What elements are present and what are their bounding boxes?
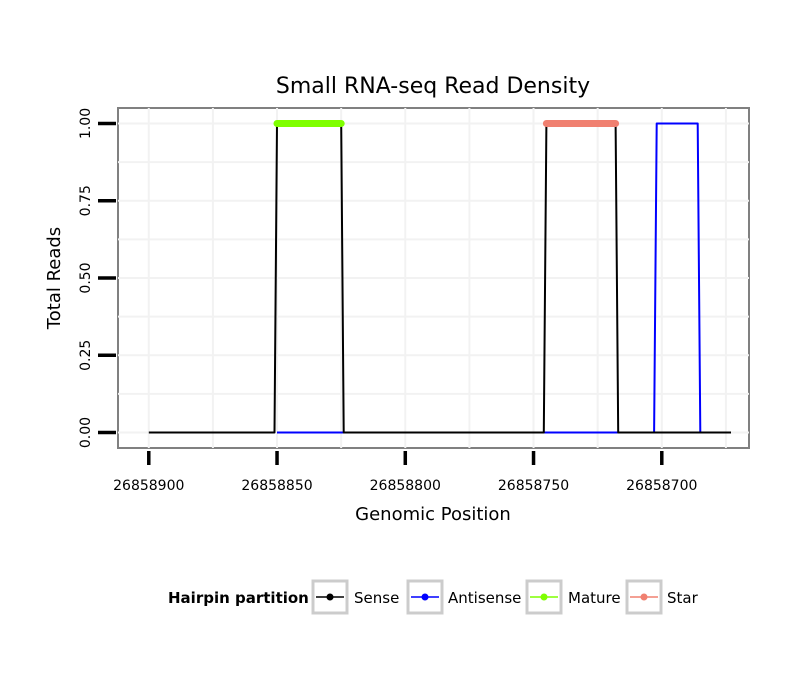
y-tick-label: 0.25 [78, 340, 94, 371]
y-axis: 0.00 0.25 0.50 0.75 1.00 [78, 108, 116, 448]
legend-key-point [421, 593, 429, 601]
legend-label-mature: Mature [568, 589, 621, 607]
legend-item-mature: Mature [525, 579, 621, 615]
x-tick-label: 26858850 [241, 478, 312, 494]
legend-item-antisense: Antisense [406, 579, 521, 615]
legend-item-sense: Sense [311, 579, 399, 615]
x-tick-label: 26858900 [113, 478, 184, 494]
y-axis-title: Total Reads [44, 227, 65, 330]
chart-title: Small RNA-seq Read Density [276, 74, 590, 99]
legend: Hairpin partition Sense Antisense Mature St… [168, 579, 699, 615]
x-axis-title: Genomic Position [355, 504, 511, 525]
series-layer [148, 120, 731, 434]
legend-key-point [326, 593, 334, 601]
grid-lines [118, 108, 749, 448]
legend-label-star: Star [667, 589, 699, 607]
legend-key-point [540, 593, 548, 601]
legend-item-star: Star [625, 579, 699, 615]
y-tick-label: 0.00 [78, 417, 94, 448]
x-axis: 26858900 26858850 26858800 26858750 26858700 [113, 451, 697, 494]
series-line-sense [148, 122, 731, 434]
y-tick-label: 1.00 [78, 108, 94, 139]
legend-label-sense: Sense [354, 589, 399, 607]
y-tick-label: 0.50 [78, 262, 94, 293]
y-tick-label: 0.75 [78, 185, 94, 216]
legend-title: Hairpin partition [168, 589, 309, 607]
x-tick-label: 26858700 [626, 478, 697, 494]
x-tick-label: 26858800 [370, 478, 441, 494]
x-tick-label: 26858750 [498, 478, 569, 494]
legend-key-point [640, 593, 648, 601]
legend-label-antisense: Antisense [448, 589, 521, 607]
